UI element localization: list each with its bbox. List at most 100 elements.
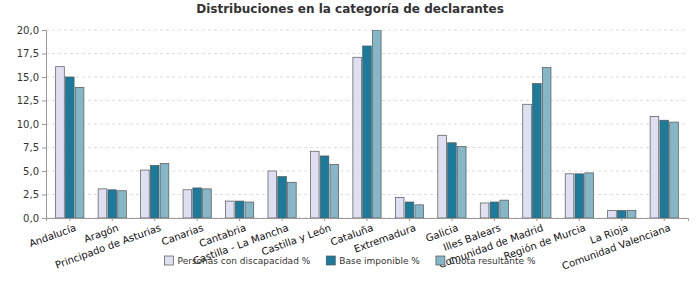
x-tick-label: Comunidad Valenciana [560,222,671,272]
bar [500,200,509,218]
y-tick-mark [42,124,46,125]
bar [141,170,150,218]
chart: Distribuciones en la categoría de declar… [0,0,700,300]
x-tick: Castilla y León [260,218,332,257]
x-tick-mark [154,218,155,221]
y-tick-label: 15,0 [17,72,39,83]
x-tick-mark [112,218,113,221]
y-tick-mark [42,218,46,219]
x-tick-mark [409,218,410,221]
bar [353,57,362,218]
y-tick-label: 2,5 [23,189,39,200]
y-tick: 20,0 [17,25,46,36]
bar [363,46,372,218]
x-tick-mark [239,218,240,221]
legend-swatch [326,256,335,265]
y-tick-mark [42,148,46,149]
bar [288,182,297,218]
x-tick-mark [282,218,283,221]
legend-item: Personas con discapacidad % [165,256,311,266]
bar [65,77,74,218]
x-tick-mark [324,218,325,221]
bar [542,68,551,218]
bar [608,210,617,218]
x-tick-mark [664,218,665,221]
y-tick-mark [42,101,46,102]
legend-swatch [165,256,174,265]
grid [46,30,688,218]
bar [235,201,244,218]
bar [278,177,287,218]
x-tick: Andalucía [28,218,78,249]
x-axis: AndalucíaAragónPrincipado de AsturiasCan… [28,218,689,272]
y-tick: 2,5 [23,189,46,200]
x-tick-label: Castilla y León [260,222,332,257]
bar [585,173,594,218]
y-tick: 15,0 [17,72,46,83]
grid-line [46,30,688,31]
bar [627,210,636,218]
bar [372,30,381,218]
y-tick-mark [42,195,46,196]
y-tick: 12,5 [17,95,46,106]
x-tick-mark [494,218,495,221]
bar [245,202,254,218]
bar [438,135,447,218]
legend-item: Base imponible % [326,256,420,266]
bar [565,174,574,218]
y-tick-mark [42,30,46,31]
bar [118,191,127,218]
y-tick: 17,5 [17,48,46,59]
bar [310,151,319,218]
bar [203,189,212,218]
bar [160,163,169,218]
bar [523,104,532,218]
plot: 0,0 2,5 5,0 7,5 10,0 12,5 15,0 17,5 20,0 Andalucí… [17,25,689,272]
bars [56,30,679,218]
x-tick-mark [579,218,580,221]
x-tick-mark [621,218,622,221]
legend-label: Personas con discapacidad % [178,256,311,266]
bar [183,190,192,218]
bar [330,164,339,218]
y-tick-mark [42,54,46,55]
bar [670,122,679,218]
bar [448,143,457,218]
bar [395,197,404,218]
bar [268,171,277,218]
x-tick-mark [367,218,368,221]
x-tick-label: Andalucía [28,222,78,249]
bar [415,205,424,218]
y-tick-mark [42,77,46,78]
legend-label: Base imponible % [339,256,420,266]
y-tick: 10,0 [17,119,46,130]
x-tick-mark [197,218,198,221]
y-tick: 7,5 [23,142,46,153]
x-tick-mark [451,218,452,221]
y-tick-label: 5,0 [23,166,39,177]
bar [226,201,235,218]
bar [533,84,542,218]
y-tick-label: 0,0 [23,213,39,224]
legend: Personas con discapacidad % Base imponibl… [165,256,536,266]
x-tick-mark [69,218,70,221]
y-tick: 0,0 [23,213,46,224]
y-tick-label: 20,0 [17,25,39,36]
x-tick: Extremadura [352,218,417,255]
bar [457,147,466,218]
x-tick: Comunidad Valenciana [560,218,671,272]
x-tick-mark [536,218,537,221]
bar [193,188,202,218]
series [56,57,659,218]
x-tick-label: Extremadura [352,222,417,255]
y-tick-mark [42,171,46,172]
bar [405,202,414,218]
x-tick-label: Principado de Asturias [54,222,163,271]
bar [75,87,84,218]
y-axis: 0,0 2,5 5,0 7,5 10,0 12,5 15,0 17,5 20,0 [17,25,47,224]
title: Distribuciones en la categoría de declar… [196,2,504,16]
x-axis-line [47,219,689,222]
x-tick-label: Canarias [160,222,205,247]
bar [320,156,329,218]
x-tick: Principado de Asturias [54,218,163,271]
